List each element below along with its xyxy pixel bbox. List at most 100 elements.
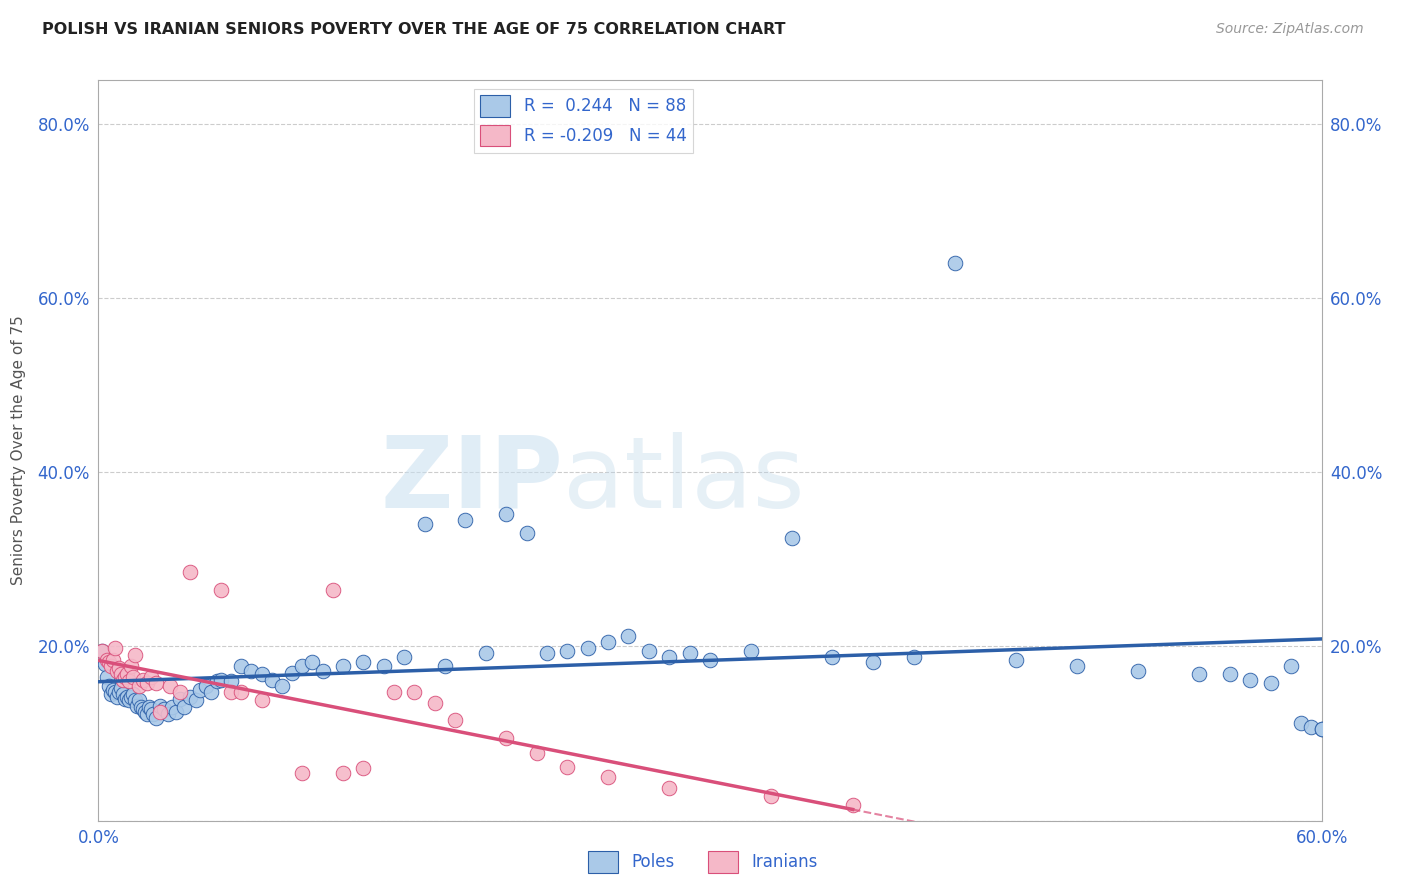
Point <box>332 765 354 780</box>
Point <box>105 664 128 678</box>
Point <box>124 648 146 662</box>
Point <box>555 759 579 773</box>
Point <box>118 693 141 707</box>
Point <box>291 658 314 673</box>
Point <box>495 507 517 521</box>
Point <box>1188 667 1211 681</box>
Point <box>637 644 661 658</box>
Point <box>136 676 159 690</box>
Point <box>114 670 136 684</box>
Point <box>699 652 721 666</box>
Point <box>382 684 405 698</box>
Point <box>132 702 155 716</box>
Point <box>142 707 165 722</box>
Point <box>270 679 294 693</box>
Point <box>122 687 145 701</box>
Text: ZIP: ZIP <box>381 432 564 529</box>
Point <box>156 707 179 722</box>
Point <box>188 683 212 698</box>
Point <box>165 705 187 719</box>
Point <box>132 673 155 687</box>
Point <box>434 658 457 673</box>
Point <box>179 566 201 580</box>
Text: Source: ZipAtlas.com: Source: ZipAtlas.com <box>1216 22 1364 37</box>
Point <box>1239 673 1261 687</box>
Point <box>454 513 477 527</box>
Point <box>322 582 344 597</box>
Point <box>101 652 124 666</box>
Point <box>250 693 273 707</box>
Point <box>260 673 283 687</box>
Point <box>100 658 122 673</box>
Point <box>495 731 517 745</box>
Point <box>141 702 163 716</box>
Point <box>160 700 183 714</box>
Point <box>96 670 118 684</box>
Point <box>821 649 844 664</box>
Point <box>152 702 174 716</box>
Point <box>115 667 138 681</box>
Point <box>110 667 132 681</box>
Point <box>1279 658 1302 673</box>
Point <box>617 629 640 643</box>
Point <box>352 761 374 775</box>
Point <box>1291 716 1313 731</box>
Point <box>111 687 134 701</box>
Point <box>134 705 156 719</box>
Point <box>373 658 395 673</box>
Point <box>200 684 222 698</box>
Point <box>128 679 150 693</box>
Point <box>536 647 558 661</box>
Point <box>108 684 131 698</box>
Point <box>93 657 115 671</box>
Point <box>104 684 127 698</box>
Point <box>138 700 160 714</box>
Point <box>105 690 128 704</box>
Point <box>1310 722 1333 736</box>
Text: atlas: atlas <box>564 432 804 529</box>
Point <box>115 690 138 704</box>
Point <box>516 526 538 541</box>
Point <box>780 531 803 545</box>
Point <box>209 673 232 687</box>
Point <box>169 691 191 706</box>
Point <box>205 674 228 689</box>
Point <box>145 711 167 725</box>
Y-axis label: Seniors Poverty Over the Age of 75: Seniors Poverty Over the Age of 75 <box>11 316 27 585</box>
Point <box>141 670 163 684</box>
Point <box>91 644 114 658</box>
Point <box>129 700 152 714</box>
Point <box>392 649 416 664</box>
Point <box>91 644 114 658</box>
Point <box>179 690 201 704</box>
Point <box>219 674 242 689</box>
Point <box>186 693 208 707</box>
Point <box>679 647 702 661</box>
Point <box>598 770 620 784</box>
Point <box>1004 652 1026 666</box>
Point <box>124 693 146 707</box>
Point <box>231 684 253 698</box>
Point <box>128 693 150 707</box>
Point <box>291 765 314 780</box>
Point <box>97 655 120 669</box>
Point <box>209 582 232 597</box>
Point <box>145 676 167 690</box>
Point <box>301 655 323 669</box>
Point <box>903 649 925 664</box>
Point <box>120 658 142 673</box>
Point <box>231 658 253 673</box>
Point <box>136 707 159 722</box>
Point <box>250 667 273 681</box>
Point <box>97 679 120 693</box>
Point <box>1310 722 1333 736</box>
Point <box>149 698 172 713</box>
Point <box>555 644 579 658</box>
Point <box>1219 667 1241 681</box>
Point <box>281 665 304 680</box>
Point <box>120 690 142 704</box>
Point <box>108 661 131 675</box>
Point <box>169 684 191 698</box>
Point <box>943 256 966 270</box>
Point <box>1301 720 1323 734</box>
